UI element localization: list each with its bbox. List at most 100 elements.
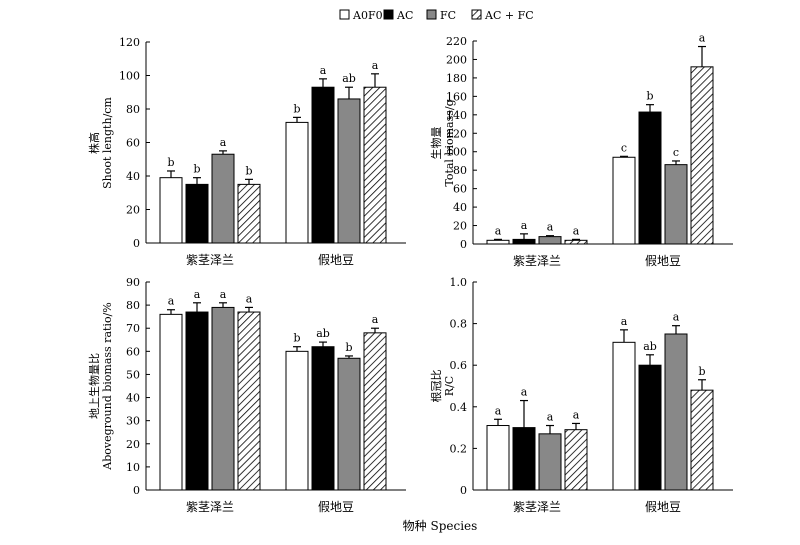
- category-label-2-0: 紫茎泽兰: [186, 500, 234, 514]
- y-axis-label-en-1: Total biomass/g: [443, 99, 456, 186]
- y-axis-label-2: 地上生物量比Aboveground biomass ratio/%: [87, 302, 114, 470]
- significance-letter-3-0-1: a: [521, 386, 528, 399]
- legend-swatch-1: [383, 9, 394, 20]
- y-tick-label-2-0: 0: [133, 484, 140, 497]
- bar-0-1-2: [337, 98, 361, 244]
- category-label-3-1: 假地豆: [645, 500, 681, 514]
- category-label-2-1: 假地豆: [318, 500, 354, 514]
- significance-letter-1-1-3: a: [699, 32, 706, 45]
- significance-letter-0-1-3: a: [372, 59, 379, 72]
- bar-1-1-0: [612, 156, 636, 245]
- bar-0-1-1: [311, 86, 335, 244]
- significance-letter-2-0-2: a: [220, 288, 227, 301]
- y-axis-label-3: 根冠比R/C: [429, 370, 456, 403]
- significance-letter-3-0-0: a: [495, 404, 502, 417]
- bar-3-1-3: [690, 389, 714, 491]
- significance-letter-1-1-1: b: [646, 90, 653, 103]
- y-axis-label-cn-3: 根冠比: [429, 370, 443, 403]
- significance-letter-0-0-0: b: [167, 156, 174, 169]
- bar-0-0-1: [185, 183, 209, 244]
- y-axis-label-1: 生物量Total biomass/g: [429, 99, 456, 186]
- y-tick-label-1-10: 200: [446, 53, 467, 66]
- y-tick-label-2-8: 80: [126, 299, 140, 312]
- significance-letter-2-0-0: a: [168, 295, 175, 308]
- y-axis-label-en-3: R/C: [443, 376, 456, 396]
- y-tick-label-0-4: 80: [126, 103, 140, 116]
- y-tick-label-2-3: 30: [126, 415, 140, 428]
- bar-3-0-0: [486, 425, 510, 491]
- y-tick-label-2-5: 50: [126, 368, 140, 381]
- bar-0-0-3: [237, 183, 261, 244]
- significance-letter-0-1-1: a: [320, 64, 327, 77]
- category-label-0-0: 紫茎泽兰: [186, 253, 234, 267]
- significance-letter-2-0-1: a: [194, 288, 201, 301]
- legend-swatch-0: [339, 9, 350, 20]
- significance-letter-0-0-2: a: [220, 136, 227, 149]
- category-label-3-0: 紫茎泽兰: [513, 500, 561, 514]
- significance-letter-1-1-2: c: [673, 146, 679, 159]
- significance-letter-0-0-1: b: [193, 163, 200, 176]
- y-tick-label-2-6: 60: [126, 345, 140, 358]
- y-tick-label-1-11: 220: [446, 35, 467, 48]
- bar-1-1-3: [690, 66, 714, 245]
- y-axis-label-0: 株高Shoot length/cm: [87, 97, 114, 189]
- significance-letter-2-0-3: a: [246, 292, 253, 305]
- chart-panel-1: 0 20 40 60 80 100 120 140 160 180 200 220 生物量Total b…: [429, 32, 733, 268]
- legend-label-1: AC: [396, 9, 413, 22]
- bar-1-0-0: [486, 239, 510, 245]
- bar-3-0-2: [538, 433, 562, 491]
- bar-3-1-1: [638, 364, 662, 491]
- y-tick-label-0-2: 40: [126, 170, 140, 183]
- significance-letter-1-0-0: a: [495, 224, 502, 237]
- significance-letter-1-1-0: c: [621, 141, 627, 154]
- y-tick-label-1-8: 160: [446, 90, 467, 103]
- bar-3-1-2: [664, 333, 688, 491]
- bar-2-0-1: [185, 311, 209, 491]
- bar-1-1-1: [638, 111, 662, 245]
- bar-2-1-2: [337, 357, 361, 491]
- legend-label-2: FC: [440, 9, 456, 22]
- category-label-0-1: 假地豆: [318, 253, 354, 267]
- bar-0-0-2: [211, 153, 235, 244]
- significance-letter-3-1-1: ab: [643, 340, 657, 353]
- significance-letter-0-1-2: ab: [342, 72, 356, 85]
- bar-1-1-2: [664, 164, 688, 245]
- bar-1-0-1: [512, 238, 536, 245]
- significance-letter-2-1-1: ab: [316, 327, 330, 340]
- significance-letter-0-1-0: b: [293, 102, 300, 115]
- y-axis-label-cn-2: 地上生物量比: [87, 353, 101, 419]
- significance-letter-0-0-3: b: [245, 164, 252, 177]
- chart-panel-0: 0 20 40 60 80 100 120 株高Shoot length/cm 紫茎泽兰 假地豆 b…: [87, 36, 406, 267]
- significance-letter-2-1-3: a: [372, 313, 379, 326]
- legend-label-0: A0F0: [352, 9, 383, 22]
- y-tick-label-0-1: 20: [126, 204, 140, 217]
- y-tick-label-1-1: 20: [453, 220, 467, 233]
- significance-letter-3-0-3: a: [573, 408, 580, 421]
- y-tick-label-3-0: 0: [460, 484, 467, 497]
- y-tick-label-2-7: 70: [126, 322, 140, 335]
- y-tick-label-2-2: 20: [126, 438, 140, 451]
- y-tick-label-1-7: 140: [446, 109, 467, 122]
- bar-3-0-1: [512, 427, 536, 491]
- bar-2-1-3: [363, 332, 387, 491]
- chart-panel-2: 0 10 20 30 40 50 60 70 80 90 地上生物量比Aboveground bio…: [87, 276, 406, 514]
- y-tick-label-3-4: 0.8: [450, 318, 468, 331]
- x-axis-label: 物种 Species: [403, 519, 478, 533]
- y-tick-label-3-1: 0.2: [450, 442, 468, 455]
- y-tick-label-0-5: 100: [119, 70, 140, 83]
- significance-letter-3-1-3: b: [698, 365, 705, 378]
- significance-letter-2-1-2: b: [345, 341, 352, 354]
- y-tick-label-0-0: 0: [133, 237, 140, 250]
- y-axis-label-cn-0: 株高: [87, 132, 101, 154]
- y-tick-label-0-3: 60: [126, 137, 140, 150]
- y-tick-label-3-3: 0.6: [450, 359, 468, 372]
- bar-2-0-0: [159, 313, 183, 491]
- significance-letter-1-0-2: a: [547, 221, 554, 234]
- y-tick-label-1-3: 60: [453, 183, 467, 196]
- y-tick-label-1-6: 120: [446, 127, 467, 140]
- y-tick-label-2-4: 40: [126, 392, 140, 405]
- y-tick-label-1-2: 40: [453, 201, 467, 214]
- y-tick-label-1-4: 80: [453, 164, 467, 177]
